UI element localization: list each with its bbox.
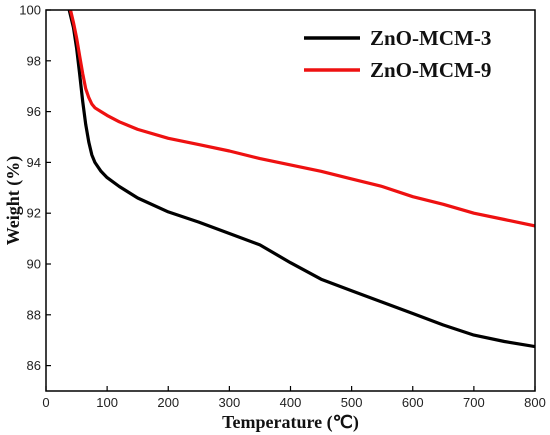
- x-tick-label: 500: [341, 395, 363, 410]
- x-tick-label: 300: [219, 395, 241, 410]
- y-tick-label: 98: [27, 53, 41, 68]
- y-tick-label: 92: [27, 206, 41, 221]
- x-tick-label: 400: [280, 395, 302, 410]
- series-layer: [67, 10, 535, 349]
- y-tick-label: 90: [27, 257, 41, 272]
- x-tick-label: 0: [42, 395, 49, 410]
- ticks-layer: 0 100 200 300 400 500 600 700 800 86 88 90 92 94 96 98 1…: [19, 3, 546, 411]
- y-tick-label: 94: [27, 155, 41, 170]
- y-tick-label: 86: [27, 358, 41, 373]
- legend-label-1: ZnO-MCM-3: [370, 26, 491, 50]
- x-axis-title: Temperature (℃): [222, 412, 359, 433]
- y-tick-label: 100: [19, 3, 41, 18]
- x-tick-label: 100: [96, 395, 118, 410]
- x-tick-label: 700: [463, 395, 485, 410]
- x-tick-label: 800: [524, 395, 546, 410]
- y-tick-label: 96: [27, 104, 41, 119]
- series-line-2: [68, 10, 535, 228]
- legend: ZnO-MCM-3 ZnO-MCM-9: [304, 26, 491, 82]
- y-tick-label: 88: [27, 307, 41, 322]
- y-axis-title: Weight (%): [3, 156, 24, 246]
- legend-label-2: ZnO-MCM-9: [370, 58, 491, 82]
- series-line-1: [67, 10, 535, 349]
- x-tick-label: 200: [157, 395, 179, 410]
- x-tick-label: 600: [402, 395, 424, 410]
